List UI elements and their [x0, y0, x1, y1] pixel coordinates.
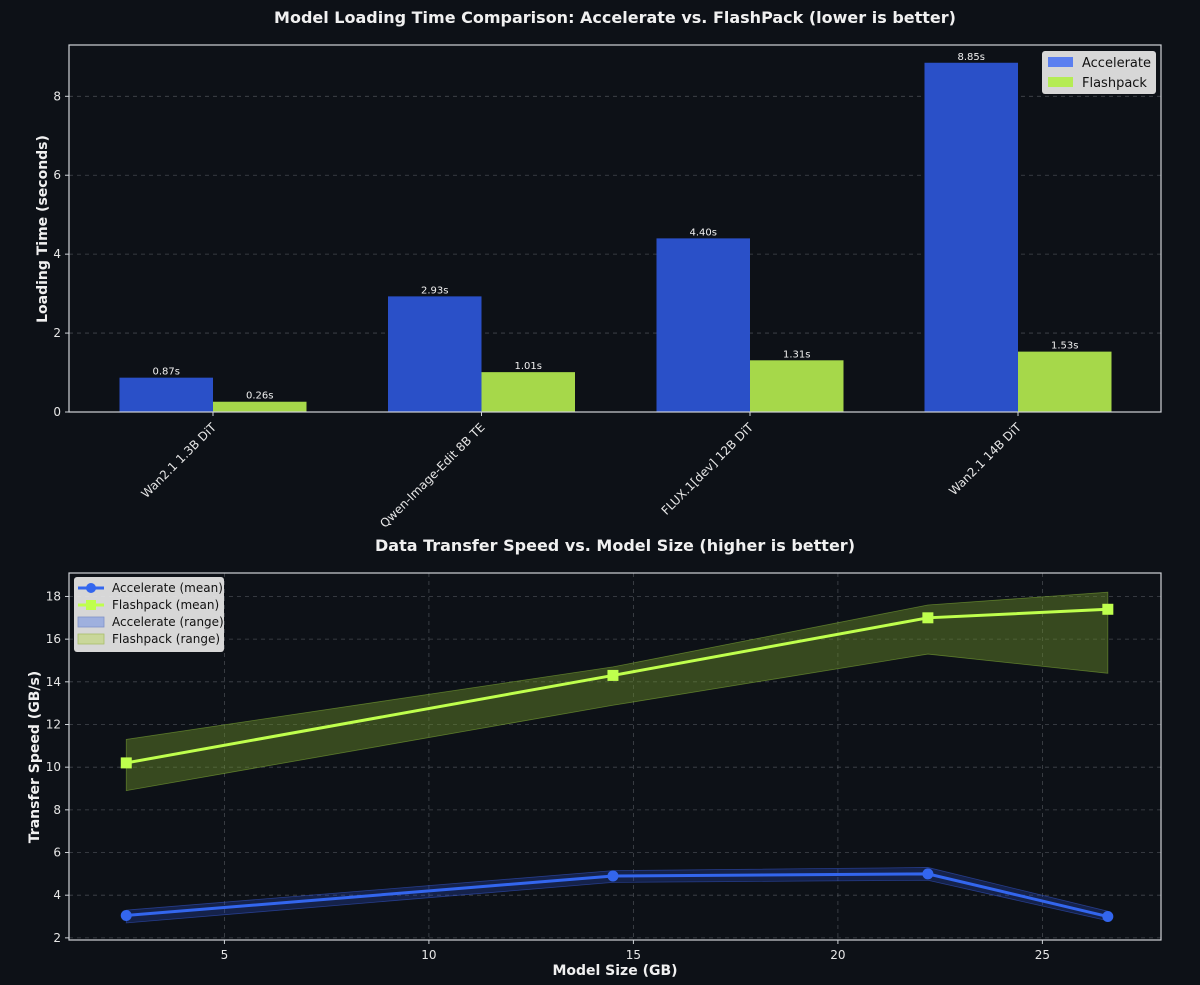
- legend-swatch-accelerate: [1048, 57, 1073, 67]
- bar-data-label: 4.40s: [690, 227, 717, 238]
- series-line-flashpack: [125, 607, 1108, 765]
- bar-xtick-label: FLUX.1[dev] 12B DiT: [659, 420, 757, 518]
- point-accelerate: [922, 868, 934, 880]
- line-xtick-label: 10: [421, 948, 436, 962]
- line-chart-title: Data Transfer Speed vs. Model Size (high…: [375, 536, 855, 555]
- point-flashpack: [922, 612, 934, 624]
- line-legend: Accelerate (mean) Flashpack (mean) Acceler…: [74, 577, 224, 652]
- legend-swatch-accelerate-range: [77, 616, 105, 628]
- legend-marker-flashpack: [86, 600, 96, 610]
- line-legend-label: Flashpack (range): [112, 632, 220, 646]
- bar-data-label: 8.85s: [958, 52, 985, 63]
- line-ytick-label: 16: [46, 632, 61, 646]
- bar-accelerate: [388, 296, 482, 412]
- bar-accelerate: [924, 62, 1018, 413]
- bar-accelerate: [119, 377, 213, 412]
- bar-ytick-label: 6: [53, 168, 61, 182]
- bar-data-label: 1.01s: [515, 361, 542, 372]
- point-flashpack: [120, 757, 132, 769]
- bar-chart-ylabel: Loading Time (seconds): [35, 135, 51, 323]
- bar-ytick-label: 8: [53, 89, 61, 103]
- line-xtick-label: 5: [221, 948, 229, 962]
- legend-marker-accelerate: [86, 583, 96, 593]
- bar-ytick-label: 0: [53, 405, 61, 419]
- bar-data-label: 0.26s: [246, 391, 273, 402]
- line-chart-xlabel: Model Size (GB): [552, 963, 677, 979]
- line-ytick-label: 14: [46, 675, 61, 689]
- bar-xtick-label: Qwen-Image-Edit 8B TE: [377, 420, 487, 530]
- line-chart-ylabel: Transfer Speed (GB/s): [27, 671, 43, 843]
- bar-data-label: 0.87s: [153, 367, 180, 378]
- line-ytick-label: 2: [53, 931, 61, 945]
- line-plot-frame: [68, 572, 1162, 941]
- line-legend-label: Accelerate (mean): [112, 581, 223, 595]
- bar-accelerate: [656, 238, 750, 412]
- bar-chart-title: Model Loading Time Comparison: Accelerat…: [274, 8, 956, 27]
- point-accelerate: [1102, 911, 1114, 923]
- bar-data-label: 1.53s: [1051, 341, 1078, 352]
- line-ytick-label: 8: [53, 803, 61, 817]
- legend-swatch-flashpack: [1048, 77, 1073, 87]
- line-xtick-label: 15: [626, 948, 641, 962]
- line-ytick-label: 6: [53, 846, 61, 860]
- line-legend-box: [74, 577, 224, 652]
- line-ytick-label: 4: [53, 888, 61, 902]
- bar-flashpack: [481, 372, 575, 412]
- legend-swatch-flashpack-range: [77, 633, 105, 645]
- bar-legend-label: Flashpack: [1082, 76, 1147, 91]
- point-flashpack: [1102, 603, 1114, 615]
- bar-legend-label: Accelerate: [1082, 56, 1151, 71]
- line-legend-label: Flashpack (mean): [112, 598, 219, 612]
- bar-flashpack: [213, 401, 307, 412]
- bar-xtick-label: Wan2.1 14B DiT: [946, 420, 1024, 498]
- range-band-flashpack: [125, 591, 1109, 792]
- bar-ytick-label: 2: [53, 326, 61, 340]
- line-xtick-label: 25: [1035, 948, 1050, 962]
- point-flashpack: [607, 669, 619, 681]
- bar-data-label: 2.93s: [421, 285, 448, 296]
- line-ytick-label: 18: [46, 589, 61, 603]
- bar-plot-frame: [68, 44, 1162, 413]
- series-line-accelerate: [126, 872, 1109, 918]
- line-ytick-label: 10: [46, 760, 61, 774]
- bar-ytick-label: 4: [53, 247, 61, 261]
- point-accelerate: [120, 909, 132, 921]
- line-xtick-label: 20: [830, 948, 845, 962]
- line-ytick-label: 12: [46, 717, 61, 731]
- bar-flashpack: [750, 360, 844, 412]
- bar-flashpack: [1018, 351, 1112, 412]
- bar-legend: Accelerate Flashpack: [1042, 51, 1156, 94]
- point-accelerate: [607, 870, 619, 882]
- bar-data-label: 1.31s: [783, 349, 810, 360]
- line-legend-label: Accelerate (range): [112, 615, 224, 629]
- bar-xtick-label: Wan2.1 1.3B DiT: [139, 420, 220, 501]
